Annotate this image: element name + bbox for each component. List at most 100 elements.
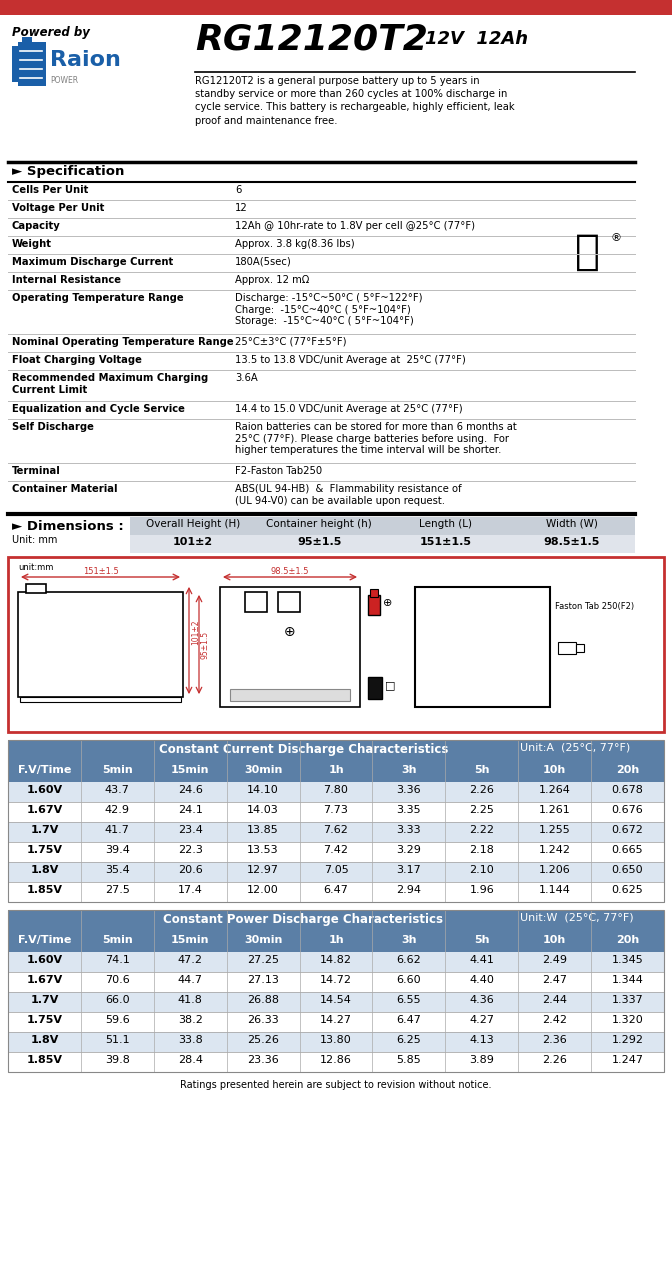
Text: 1.8V: 1.8V [30, 1036, 58, 1044]
Text: 35.4: 35.4 [105, 865, 130, 876]
Text: 27.13: 27.13 [247, 975, 279, 986]
Text: 30min: 30min [244, 765, 282, 774]
Bar [370, 589, 378, 596]
Text: Self Discharge: Self Discharge [12, 422, 94, 431]
Text: 1.206: 1.206 [539, 865, 571, 876]
Text: Raion: Raion [50, 50, 121, 70]
Text: 1.75V: 1.75V [26, 845, 62, 855]
Text: 27.5: 27.5 [105, 884, 130, 895]
Text: 1.320: 1.320 [612, 1015, 643, 1025]
Text: 1.67V: 1.67V [26, 975, 62, 986]
Text: 12: 12 [235, 204, 248, 212]
Text: 3h: 3h [401, 765, 417, 774]
Bar [8, 952, 664, 972]
Text: 10h: 10h [543, 765, 566, 774]
Text: 1.8V: 1.8V [30, 865, 58, 876]
Text: Capacity: Capacity [12, 221, 60, 230]
Text: 4.41: 4.41 [469, 955, 494, 965]
Text: 6: 6 [235, 186, 241, 195]
Text: 0.650: 0.650 [612, 865, 643, 876]
Text: Approx. 12 mΩ: Approx. 12 mΩ [235, 275, 309, 285]
Bar [26, 584, 46, 593]
Text: Unit:A  (25°C, 77°F): Unit:A (25°C, 77°F) [519, 742, 630, 753]
Text: 41.7: 41.7 [105, 826, 130, 835]
Bar [278, 591, 300, 612]
Text: F2-Faston Tab250: F2-Faston Tab250 [235, 466, 322, 476]
Text: Ⓤ: Ⓤ [575, 230, 600, 273]
Bar [8, 882, 664, 902]
Text: 1.85V: 1.85V [26, 1055, 62, 1065]
Text: 6.47: 6.47 [396, 1015, 421, 1025]
Text: 13.85: 13.85 [247, 826, 279, 835]
Text: Container height (h): Container height (h) [267, 518, 372, 529]
Text: 2.18: 2.18 [469, 845, 494, 855]
Text: 10h: 10h [543, 934, 566, 945]
Text: 1.144: 1.144 [539, 884, 571, 895]
Bar [8, 861, 664, 882]
Text: Faston Tab 250(F2): Faston Tab 250(F2) [555, 602, 634, 611]
Bar [8, 803, 664, 822]
Text: 95±1.5: 95±1.5 [297, 538, 341, 547]
Text: 0.665: 0.665 [612, 845, 643, 855]
Text: 14.4 to 15.0 VDC/unit Average at 25°C (77°F): 14.4 to 15.0 VDC/unit Average at 25°C (7… [235, 404, 462, 413]
Circle shape [249, 595, 263, 609]
Text: 3.35: 3.35 [396, 805, 421, 815]
Bar [18, 42, 46, 86]
Text: 41.8: 41.8 [178, 995, 203, 1005]
Text: 24.6: 24.6 [178, 785, 203, 795]
Text: Container Material: Container Material [12, 484, 118, 494]
Text: 2.25: 2.25 [469, 805, 494, 815]
Text: 44.7: 44.7 [177, 975, 203, 986]
Text: 5h: 5h [474, 934, 489, 945]
Text: 7.42: 7.42 [323, 845, 349, 855]
Text: Raion batteries can be stored for more than 6 months at
25°C (77°F). Please char: Raion batteries can be stored for more t… [235, 422, 517, 456]
Bar [8, 762, 664, 782]
Text: Equalization and Cycle Service: Equalization and Cycle Service [12, 404, 185, 413]
Text: 6.62: 6.62 [396, 955, 421, 965]
Bar [8, 910, 664, 932]
Text: 1.75V: 1.75V [26, 1015, 62, 1025]
Text: 66.0: 66.0 [105, 995, 130, 1005]
Text: Voltage Per Unit: Voltage Per Unit [12, 204, 104, 212]
Text: Internal Resistance: Internal Resistance [12, 275, 121, 285]
Text: 23.4: 23.4 [178, 826, 203, 835]
Bar [12, 46, 18, 82]
Text: 22.3: 22.3 [178, 845, 203, 855]
Text: F.V/Time: F.V/Time [17, 934, 71, 945]
Text: 101±2: 101±2 [173, 538, 213, 547]
Text: 28.4: 28.4 [177, 1055, 203, 1065]
Text: 1.247: 1.247 [612, 1055, 644, 1065]
Circle shape [282, 595, 296, 609]
Text: 2.26: 2.26 [469, 785, 494, 795]
Text: 20h: 20h [616, 765, 639, 774]
Text: 2.26: 2.26 [542, 1055, 567, 1065]
Text: 5.85: 5.85 [396, 1055, 421, 1065]
Text: RG12120T2 is a general purpose battery up to 5 years in
standby service or more : RG12120T2 is a general purpose battery u… [195, 76, 515, 125]
Text: 47.2: 47.2 [177, 955, 203, 965]
Text: 14.82: 14.82 [320, 955, 352, 965]
Text: Approx. 3.8 kg(8.36 lbs): Approx. 3.8 kg(8.36 lbs) [235, 239, 355, 250]
Bar [8, 910, 664, 1073]
Text: 151±1.5: 151±1.5 [83, 567, 118, 576]
Bar [368, 677, 382, 699]
Text: Constant Power Discharge Characteristics: Constant Power Discharge Characteristics [163, 913, 444, 925]
Text: 1.345: 1.345 [612, 955, 643, 965]
Bar [8, 992, 664, 1012]
Text: 2.47: 2.47 [542, 975, 567, 986]
Bar [8, 822, 664, 842]
Text: 14.27: 14.27 [320, 1015, 352, 1025]
Text: Recommended Maximum Charging
Current Limit: Recommended Maximum Charging Current Lim… [12, 372, 208, 394]
Text: Operating Temperature Range: Operating Temperature Range [12, 293, 183, 303]
Text: 1.85V: 1.85V [26, 884, 62, 895]
Text: 1.264: 1.264 [539, 785, 571, 795]
Text: Discharge: -15°C~50°C ( 5°F~122°F)
Charge:  -15°C~40°C ( 5°F~104°F)
Storage:  -1: Discharge: -15°C~50°C ( 5°F~122°F) Charg… [235, 293, 423, 326]
Text: 95±1.5: 95±1.5 [201, 631, 210, 659]
Bar [220, 588, 360, 707]
Text: 3.33: 3.33 [396, 826, 421, 835]
Text: 98.5±1.5: 98.5±1.5 [544, 538, 600, 547]
Text: 15min: 15min [171, 765, 210, 774]
Text: 7.80: 7.80 [323, 785, 349, 795]
Text: RG12120T2: RG12120T2 [195, 22, 428, 56]
Bar [18, 591, 183, 698]
Text: 7.62: 7.62 [323, 826, 349, 835]
